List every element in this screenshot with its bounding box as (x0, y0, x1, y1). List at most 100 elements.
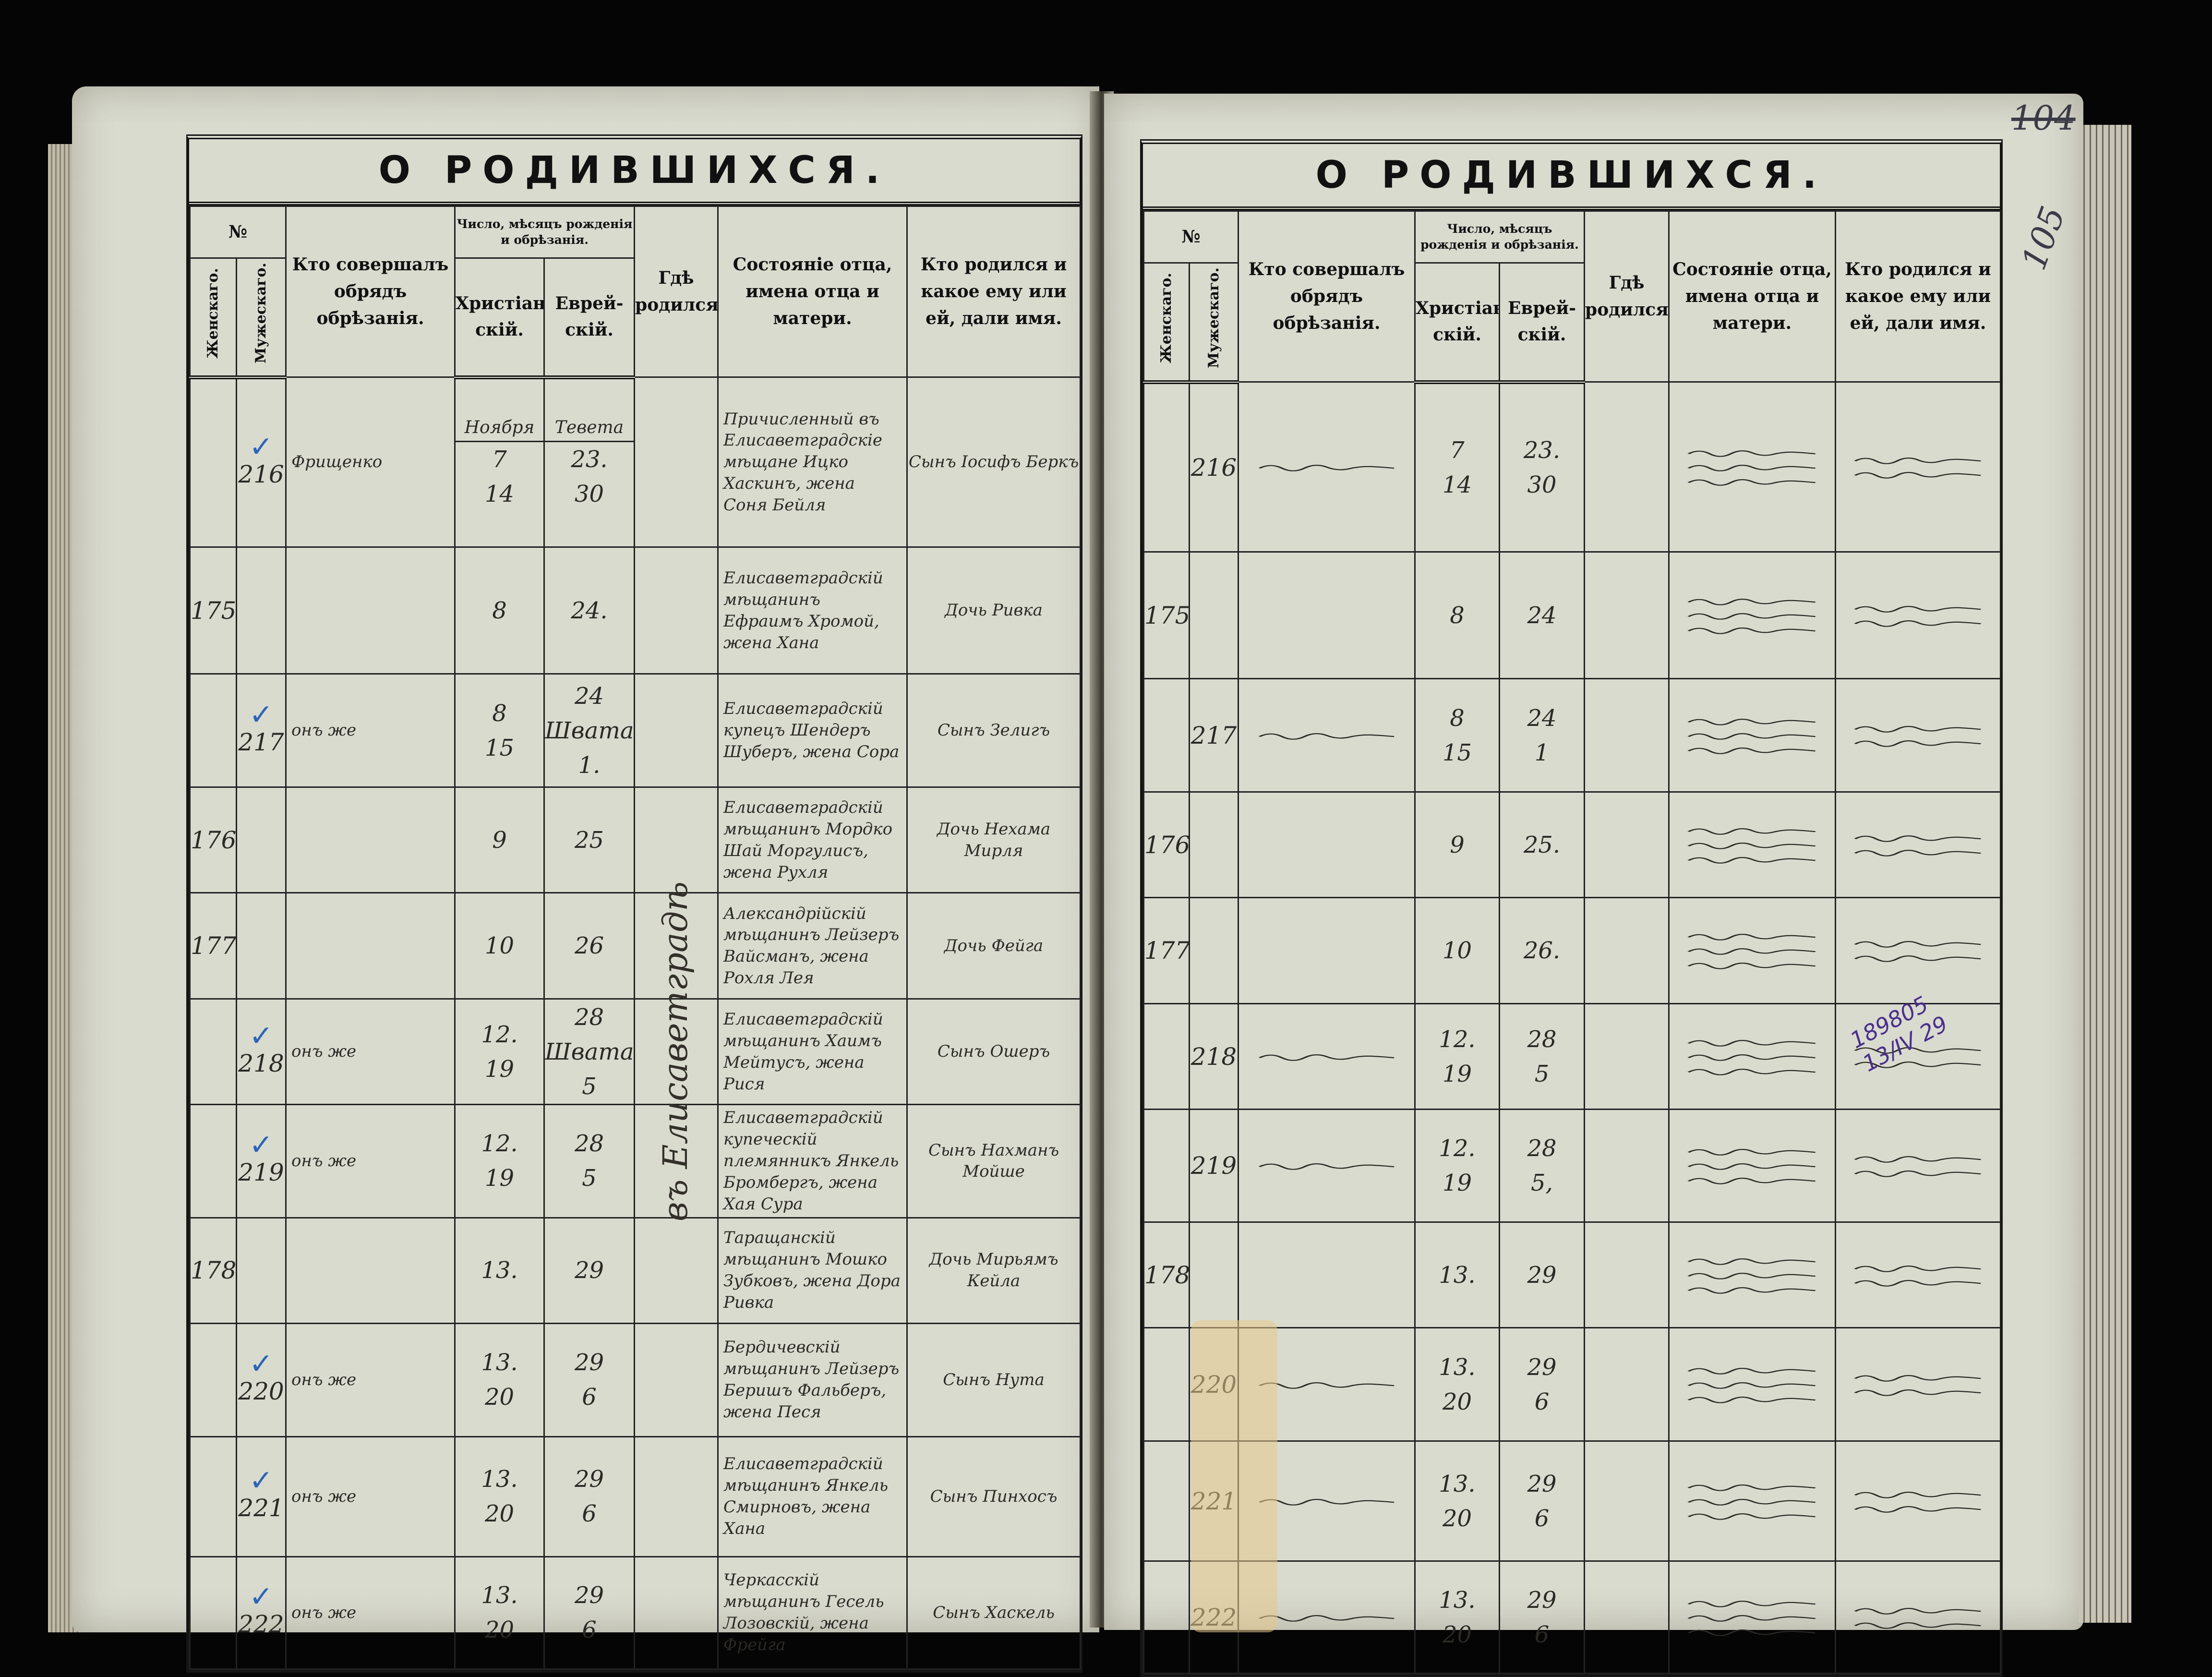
child-name-hebrew (1835, 791, 2002, 899)
hebrew-handwriting (1258, 1498, 1395, 1506)
child-name: Дочь Мирьямъ Кейла (906, 1217, 1082, 1324)
male-number (235, 786, 287, 894)
female-number (1143, 1003, 1190, 1110)
jewish-date: 23. 30 (571, 446, 608, 507)
father-info-hebrew (1668, 1109, 1837, 1223)
christian-date: 13. 20 (481, 1349, 518, 1411)
hebrew-handwriting (1687, 948, 1816, 955)
hebrew-handwriting (1854, 835, 1982, 842)
hebrew-handwriting (1687, 1272, 1816, 1279)
jewish-date: 28 5, (1499, 1109, 1586, 1223)
place-cell (634, 1436, 719, 1557)
male-number: 217 (1188, 678, 1239, 793)
hebrew-handwriting (1854, 620, 1982, 627)
child-name: Дочь Фейга (906, 892, 1082, 1000)
performer-hebrew (1238, 897, 1416, 1005)
place-cell (634, 786, 719, 894)
christian-date: 13. 20 (481, 1466, 518, 1528)
header-christian: Христіан-скій. (454, 257, 545, 379)
place-cell (634, 673, 719, 788)
table-row: ✓ 222 онъ же 13. 20 29 6 Черкасскій мѣщанинъ … (189, 1556, 1082, 1670)
performer-hebrew (1238, 381, 1416, 553)
place-cell (634, 892, 719, 1000)
place-cell (634, 1556, 719, 1670)
register-table-right: О РОДИВШИХСЯ. № Кто совершалъ обрядъ обр… (1140, 139, 2003, 1677)
christian-date: 7 14 (484, 446, 515, 507)
father-info: Бердичевскій мѣщанинъ Лейзеръ Беришъ Фал… (717, 1322, 908, 1437)
male-number (235, 892, 287, 1000)
hebrew-handwriting (1854, 1265, 1982, 1272)
table-row: ✓ 219 онъ же 12. 19 28 5 Елисаветградскій куп… (189, 1104, 1082, 1219)
male-number (1188, 897, 1239, 1005)
female-number (189, 1556, 237, 1670)
christian-date: 13. 20 (1414, 1327, 1501, 1442)
christian-date: 12. 19 (1414, 1003, 1501, 1110)
male-number (1188, 791, 1239, 899)
christian-date: 12. 19 (1414, 1109, 1501, 1223)
female-number: 178 (189, 1217, 237, 1324)
check-mark-icon: ✓ (249, 430, 274, 464)
hebrew-handwriting (1687, 1629, 1816, 1636)
header-jewish: Еврей-скій. (543, 257, 636, 379)
header-christian: Христіан-скій. (1414, 262, 1501, 384)
place-cell (634, 376, 719, 548)
christian-date: 9 (492, 826, 507, 854)
child-name-hebrew (1835, 678, 2002, 793)
hebrew-handwriting (1687, 1163, 1816, 1170)
place-cell (634, 998, 719, 1106)
header-performer: Кто совершалъ обрядъ обрѣзанія. (1238, 210, 1416, 383)
performer: онъ же (285, 673, 456, 788)
female-number: 175 (1143, 551, 1190, 680)
table-row: ✓ 221 онъ же 13. 20 29 6 Елисаветградскій мѣщ… (189, 1436, 1082, 1557)
place-cell (1584, 1327, 1670, 1442)
header-female: Женскаго. (1143, 262, 1190, 384)
header-child: Кто родился и какое ему или ей, дали имя… (906, 205, 1082, 378)
christian-date: 10 (1414, 897, 1501, 1005)
father-info: Елисаветградскій купеческій племянникъ Я… (717, 1104, 908, 1219)
female-number (1143, 1560, 1190, 1675)
child-name-hebrew (1835, 1003, 2002, 1110)
performer (285, 786, 456, 894)
header-dates: Число, мѣсяцъ рожденія и обрѣзанія. (454, 205, 636, 259)
male-number: ✓ 217 (235, 673, 287, 788)
hebrew-handwriting (1258, 733, 1395, 740)
table-row: 216 7 14 23. 30 (1143, 381, 2002, 553)
christian-date: 10 (484, 932, 515, 960)
female-number: 178 (1143, 1221, 1190, 1329)
table-row: 175 8 24. Елисаветградскій мѣщанинъ Ефраимъ… (189, 546, 1082, 675)
hebrew-handwriting (1258, 1054, 1395, 1061)
father-info-hebrew (1668, 1560, 1837, 1675)
christian-date: 12. 19 (481, 1021, 518, 1083)
male-number: 219 (1188, 1109, 1239, 1223)
hebrew-handwriting (1687, 1513, 1816, 1520)
header-number: № (1142, 210, 1239, 264)
hebrew-handwriting (1687, 1068, 1816, 1075)
hebrew-handwriting (1854, 1607, 1982, 1615)
hebrew-handwriting (1854, 605, 1982, 613)
table-row: 218 12. 19 28 5 (1143, 1003, 2002, 1110)
father-info: Елисаветградскій мѣщанинъ Хаимъ Мейтусъ,… (717, 998, 908, 1106)
hebrew-handwriting (1687, 1382, 1816, 1389)
female-number (189, 998, 237, 1106)
jewish-date: 29 (574, 1257, 604, 1284)
page-title: О РОДИВШИХСЯ. (189, 139, 1080, 205)
male-number: ✓ 221 (235, 1436, 287, 1557)
christian-date: 8 15 (1414, 678, 1501, 793)
check-mark-icon: ✓ (249, 1347, 274, 1381)
hebrew-handwriting (1687, 828, 1816, 835)
hebrew-handwriting (1854, 1389, 1982, 1396)
hebrew-handwriting (1854, 1491, 1982, 1498)
performer: онъ же (285, 998, 456, 1106)
hebrew-handwriting (1687, 627, 1816, 634)
father-info: Причисленный въ Елисаветградскіе мѣщане … (717, 376, 908, 548)
header-place: Гдѣ родился. (1584, 210, 1670, 383)
christian-date: 8 15 (484, 700, 515, 761)
paper-stain (1191, 1320, 1277, 1632)
child-name: Дочь Нехама Мирля (906, 786, 1082, 894)
christian-date-cell: 9 (454, 786, 545, 894)
place-cell (1584, 791, 1670, 899)
page-title: О РОДИВШИХСЯ. (1143, 144, 2000, 210)
hebrew-handwriting (1687, 1054, 1816, 1061)
jewish-date: 24 1 (1499, 678, 1586, 793)
hebrew-handwriting (1687, 963, 1816, 970)
